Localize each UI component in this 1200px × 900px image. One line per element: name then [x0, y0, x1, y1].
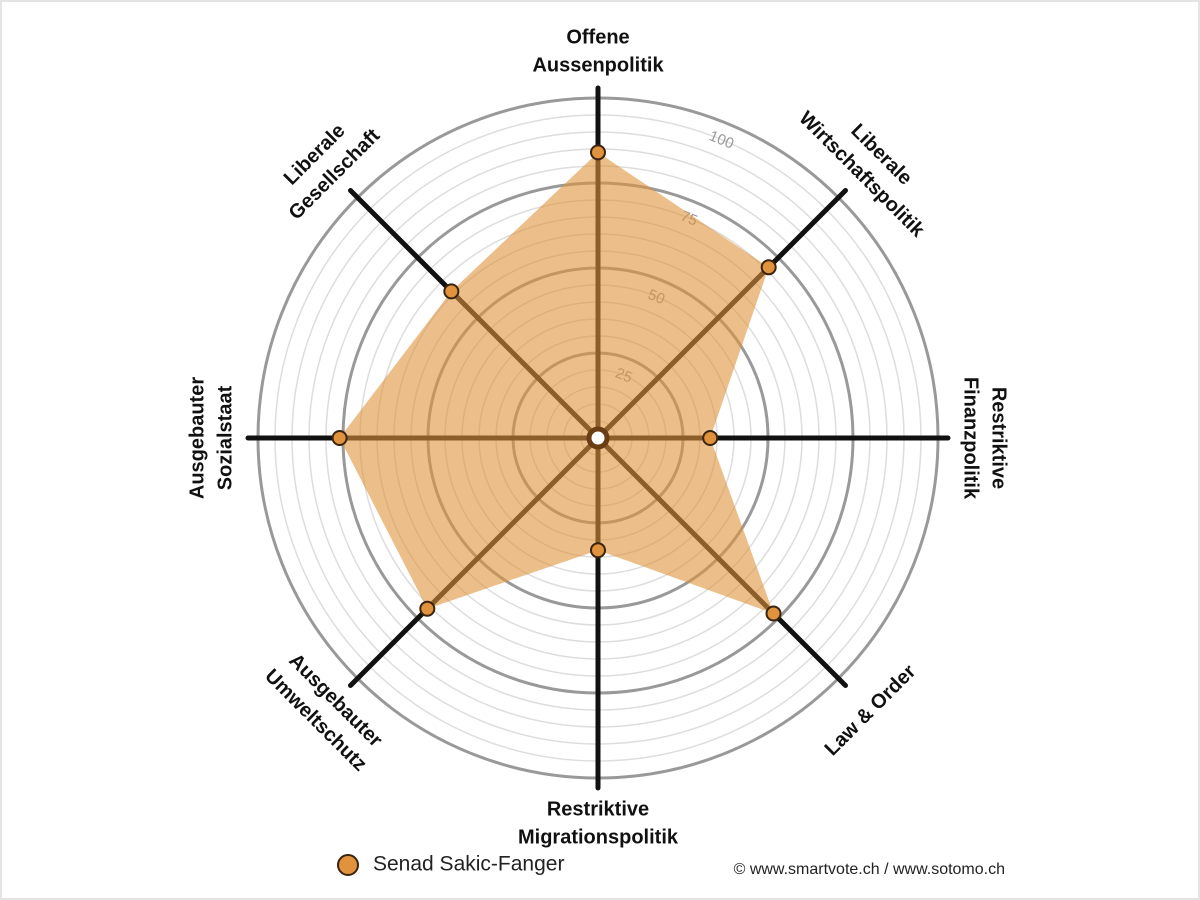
axis-label-line: Ausgebauter [186, 377, 208, 499]
legend-label: Senad Sakic-Fanger [373, 853, 564, 876]
axis-label-line: Offene [566, 26, 629, 48]
legend-marker [337, 854, 359, 876]
axis-label-line: Restriktive [988, 387, 1010, 489]
axis-label: Ausgebauter Sozialstaat [186, 377, 236, 499]
data-point [760, 259, 777, 276]
axis-label-line: Restriktive [547, 798, 649, 820]
axis-label: Restriktive Migrationspolitik [518, 798, 679, 848]
data-point [765, 605, 782, 622]
center [586, 426, 610, 450]
data-point [702, 430, 719, 446]
data-point [419, 600, 436, 617]
radar-area [339, 152, 774, 614]
data-point [331, 430, 348, 446]
axis-label: Offene Aussenpolitik [532, 26, 664, 76]
axis-label-line: Migrationspolitik [518, 826, 679, 848]
axis-label-line: Aussenpolitik [532, 54, 664, 76]
data-point [443, 283, 460, 300]
source: © www.smartvote.ch / www.sotomo.ch [734, 861, 1005, 878]
data-point [590, 144, 606, 161]
axis-label: Restriktive Finanzpolitik [960, 377, 1010, 500]
axis-label-line: Sozialstaat [214, 385, 236, 490]
data-point [590, 542, 606, 559]
axis-label-line: Finanzpolitik [960, 377, 982, 500]
